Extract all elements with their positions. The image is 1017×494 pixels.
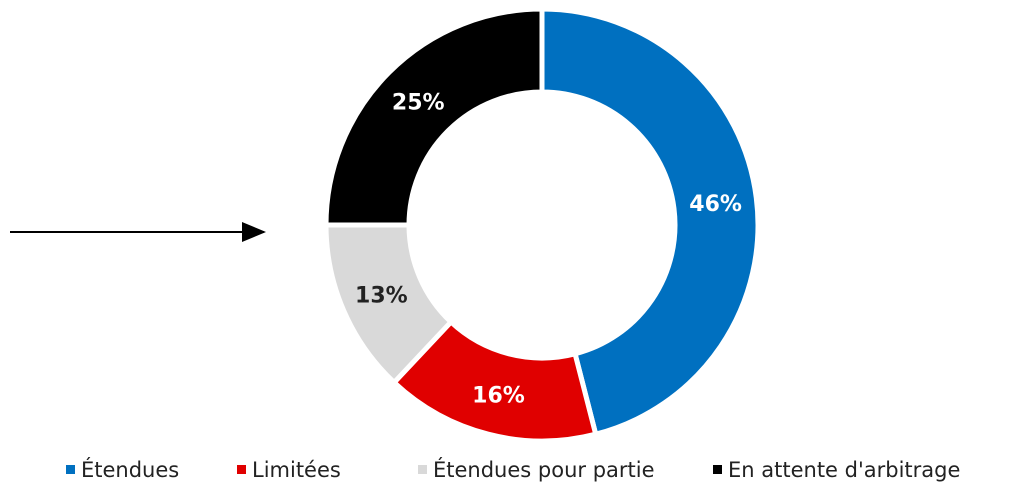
legend-label: Étendues pour partie — [433, 457, 655, 482]
legend-swatch — [713, 465, 722, 474]
legend-swatch — [418, 465, 427, 474]
data-label: 13% — [355, 284, 408, 309]
slice — [323, 6, 545, 228]
legend-label: En attente d'arbitrage — [728, 458, 960, 482]
legend-label: Limitées — [252, 458, 341, 482]
legend-swatch — [66, 465, 75, 474]
data-label: 16% — [472, 384, 525, 409]
data-label: 46% — [689, 192, 742, 217]
legend-swatch — [237, 465, 246, 474]
data-label: 25% — [392, 90, 445, 115]
legend-label: Étendues — [81, 457, 179, 482]
slice — [539, 6, 761, 438]
